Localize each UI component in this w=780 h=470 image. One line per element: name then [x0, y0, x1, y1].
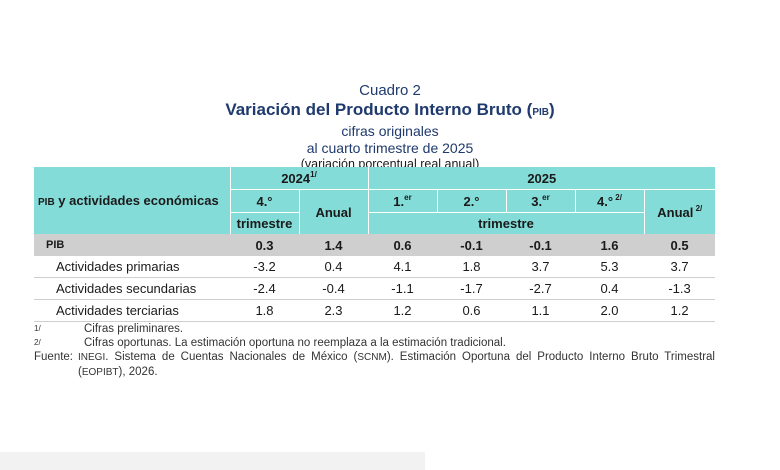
cell-value: -0.1: [506, 234, 575, 256]
source-inegi: INEGI: [78, 352, 106, 363]
row-label: Actividades terciarias: [34, 299, 230, 322]
row-label: Actividades primarias: [34, 256, 230, 278]
cell-value: -1.3: [644, 277, 716, 300]
source-eopibt: EOPIBT: [81, 367, 119, 378]
year-2024-header: 20241/: [229, 167, 368, 190]
q3-sup: er: [542, 192, 550, 202]
cell-value: -0.4: [299, 277, 368, 300]
cell-value: 0.5: [644, 234, 716, 256]
row-label-header-text: y actividades económicas: [54, 193, 219, 208]
source-part-a: . Sistema de Cuentas Nacionales de Méxic…: [105, 351, 358, 363]
q3-2025-header: 3.er: [505, 189, 575, 213]
bottom-shade: [0, 452, 425, 470]
q2-2025-header: 2.°: [436, 189, 506, 213]
main-title-text: Variación del Producto Interno Bruto (: [225, 100, 533, 119]
table-row: Actividades terciarias 1.8 2.3 1.2 0.6 1…: [34, 299, 716, 322]
source-note: Fuente: INEGI. Sistema de Cuentas Nacion…: [34, 350, 715, 380]
table-notes: 1/ Cifras preliminares. 2/ Cifras oportu…: [34, 322, 715, 380]
row-label-header-abbr: PIB: [38, 197, 55, 208]
cell-value: 1.4: [299, 234, 368, 256]
anual-2024-header: Anual: [298, 189, 368, 234]
footnote-1-mark: 1/: [34, 324, 41, 333]
q1-sup: er: [404, 192, 412, 202]
cell-value: -1.7: [437, 277, 506, 300]
cell-value: 0.4: [575, 277, 644, 300]
anual-2025-header: Anual 2/: [643, 189, 716, 234]
cell-value: 3.7: [644, 256, 716, 278]
cell-value: 3.7: [506, 256, 575, 278]
source-part-c: ), 2026.: [118, 366, 158, 378]
trimestre-2024-header: trimestre: [229, 212, 299, 234]
cell-value: -3.2: [230, 256, 299, 278]
trimestre-2025-header: trimestre: [367, 212, 644, 234]
gdp-table: PIB y actividades económicas 20241/ 2025…: [34, 167, 716, 322]
table-title-block: Cuadro 2 Variación del Producto Interno …: [0, 82, 780, 172]
cell-value: 0.6: [368, 234, 437, 256]
q3-text: 3.: [531, 193, 543, 209]
cell-value: 0.3: [230, 234, 299, 256]
row-label: PIB: [34, 234, 230, 256]
cell-value: 2.3: [299, 299, 368, 322]
subtitle-period: al cuarto trimestre de 2025: [306, 140, 474, 156]
row-label-header: PIB y actividades económicas: [34, 167, 230, 234]
footnote-2: 2/ Cifras oportunas. La estimación oport…: [34, 336, 715, 350]
cuadro-label: Cuadro 2: [359, 82, 421, 99]
cell-value: 0.4: [299, 256, 368, 278]
main-title-abbr: PIB: [532, 107, 549, 118]
q1-2025-header: 1.er: [367, 189, 437, 213]
cell-value: 2.0: [575, 299, 644, 322]
q1-text: 1.: [393, 193, 405, 209]
cell-value: 1.1: [506, 299, 575, 322]
cell-value: 1.8: [437, 256, 506, 278]
cell-value: -2.4: [230, 277, 299, 300]
cell-value: -0.1: [437, 234, 506, 256]
cell-value: 1.8: [230, 299, 299, 322]
year-2024-note: 1/: [310, 169, 317, 179]
cell-value: -2.7: [506, 277, 575, 300]
cell-value: 0.6: [437, 299, 506, 322]
row-label: Actividades secundarias: [34, 277, 230, 300]
main-title-close: ): [548, 100, 555, 119]
cell-value: -1.1: [368, 277, 437, 300]
anual-2025-sup: 2/: [693, 203, 703, 213]
cell-value: 4.1: [368, 256, 437, 278]
year-2024-text: 2024: [281, 170, 311, 186]
source-part-b: ). Estimación Oportuna del Producto Inte…: [78, 351, 715, 378]
anual-2025-text: Anual: [657, 204, 694, 220]
footnote-2-text: Cifras oportunas. La estimación oportuna…: [84, 337, 506, 349]
footnote-2-mark: 2/: [34, 338, 41, 347]
subtitle-figures: cifras originales: [341, 123, 439, 139]
table-row: Actividades secundarias -2.4 -0.4 -1.1 -…: [34, 277, 716, 300]
q4-2024-header: 4.°: [229, 189, 299, 213]
cell-value: 5.3: [575, 256, 644, 278]
footnote-1: 1/ Cifras preliminares.: [34, 322, 715, 336]
source-scnm: SCNM: [357, 352, 387, 363]
q4-2025-header: 4.° 2/: [574, 189, 644, 213]
year-2025-header: 2025: [367, 167, 716, 190]
table-row-pib: PIB 0.3 1.4 0.6 -0.1 -0.1 1.6 0.5: [34, 234, 716, 256]
q4-text: 4.°: [597, 193, 614, 209]
cell-value: 1.6: [575, 234, 644, 256]
cell-value: 1.2: [644, 299, 716, 322]
footnote-1-text: Cifras preliminares.: [84, 323, 184, 335]
source-label: Fuente:: [34, 351, 73, 363]
source-text: INEGI. Sistema de Cuentas Nacionales de …: [78, 350, 715, 380]
cell-value: 1.2: [368, 299, 437, 322]
table-row: Actividades primarias -3.2 0.4 4.1 1.8 3…: [34, 256, 716, 278]
q4-sup: 2/: [613, 192, 622, 202]
main-title: Variación del Producto Interno Bruto (PI…: [0, 100, 780, 123]
